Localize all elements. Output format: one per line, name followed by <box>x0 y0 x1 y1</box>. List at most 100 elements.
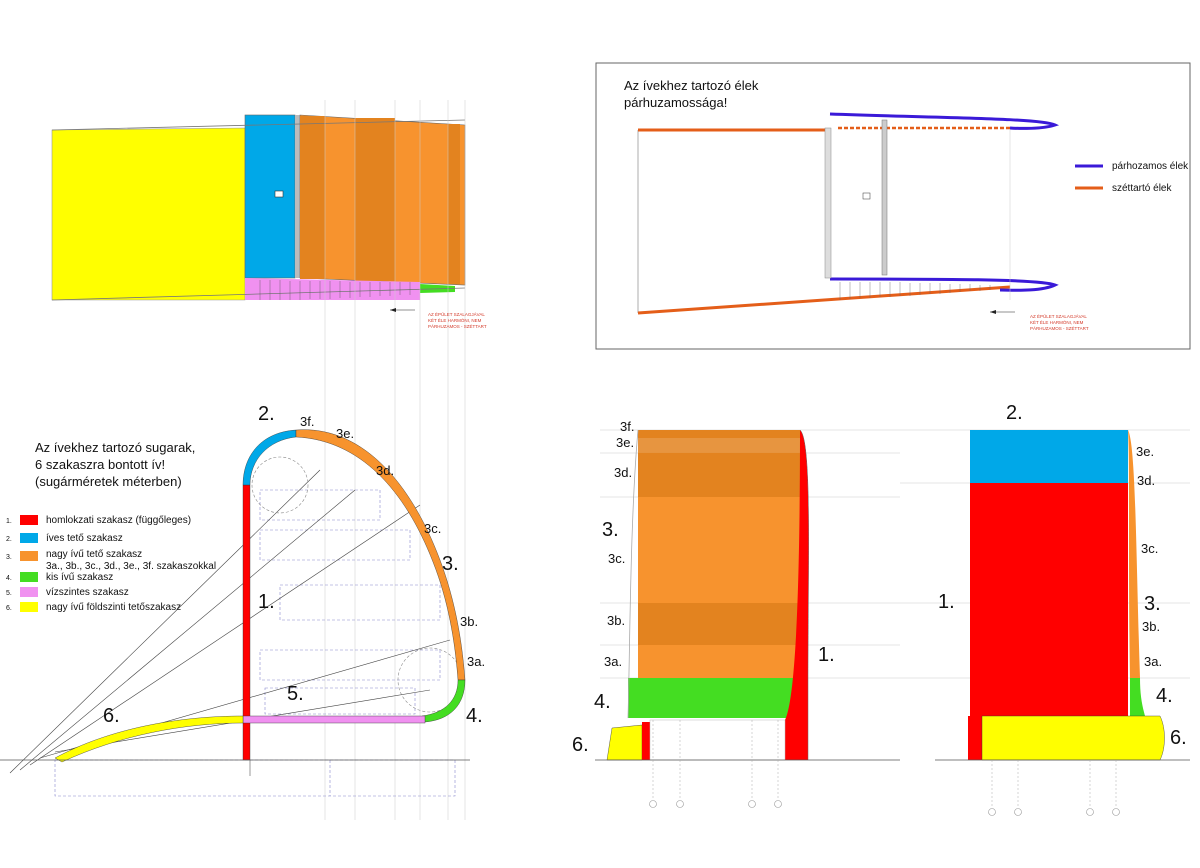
svg-text:kis ívű szakasz: kis ívű szakasz <box>46 572 113 583</box>
elevation-right: 2. 3e. 3d. 3c. 3. 3b. 3a. 4. 6. 1. <box>900 402 1190 816</box>
elev-right-green-side <box>1130 678 1145 716</box>
legend-swatch-6 <box>20 602 38 612</box>
plan-pink-area <box>245 278 420 300</box>
svg-text:PÁRHUZAMOS - SZÉTTART: PÁRHUZAMOS - SZÉTTART <box>1030 325 1089 331</box>
svg-text:nagy ívű földszinti tetőszakas: nagy ívű földszinti tetőszakasz <box>46 602 181 613</box>
svg-text:KÉT ÉLE HARMÓNI, NEM: KÉT ÉLE HARMÓNI, NEM <box>1030 319 1084 325</box>
elev-mid-label-6: 6. <box>572 734 589 756</box>
elev-mid-3d <box>638 453 800 497</box>
elev-right-orange-side <box>1128 430 1140 678</box>
elev-mid-3f <box>638 430 800 438</box>
svg-text:5.: 5. <box>6 590 12 597</box>
section-label-3c: 3c. <box>424 521 441 536</box>
plan-orange-band-1 <box>300 116 325 279</box>
svg-text:2.: 2. <box>6 536 12 543</box>
elev-mid-3e <box>638 438 800 453</box>
elev-mid-label-3: 3. <box>602 519 619 541</box>
svg-text:vízszintes szakasz: vízszintes szakasz <box>46 587 129 598</box>
plan-orange-band-3 <box>448 124 460 284</box>
section-yellow-ground-roof <box>54 715 244 763</box>
elev-mid-label-3d: 3d. <box>614 465 632 480</box>
section-label-3e: 3e. <box>336 426 354 441</box>
elev-right-label-1: 1. <box>938 591 955 613</box>
elev-mid-yellow <box>606 724 643 761</box>
plan-yellow-area <box>51 127 246 301</box>
svg-text:KÉT ÉLE HARMÓNI, NEM: KÉT ÉLE HARMÓNI, NEM <box>428 317 482 323</box>
svg-text:íves tető szakasz: íves tető szakasz <box>46 533 123 544</box>
radii-title-1: Az ívekhez tartozó sugarak, <box>35 440 195 455</box>
elev-mid-label-1: 1. <box>818 644 835 666</box>
plan-orange-band-2 <box>355 118 395 281</box>
svg-text:3.: 3. <box>6 554 12 561</box>
elev-mid-label-3e: 3e. <box>616 435 634 450</box>
section-label-3f: 3f. <box>300 414 314 429</box>
section-label-3b: 3b. <box>460 614 478 629</box>
elev-mid-label-3a: 3a. <box>604 654 622 669</box>
svg-text:3a., 3b., 3c., 3d., 3e., 3f. s: 3a., 3b., 3c., 3d., 3e., 3f. szakaszokka… <box>46 561 216 572</box>
section-label-1: 1. <box>258 591 275 613</box>
elev-right-blue <box>970 430 1128 483</box>
plan-grey-strip <box>295 115 300 278</box>
radii-legend: 1. homlokzati szakasz (függőleges) 2. ív… <box>6 515 216 613</box>
plan-view-colored: AZ ÉPÜLET SZALAGJÁVAL KÉT ÉLE HARMÓNI, N… <box>51 100 487 820</box>
elev-right-label-4: 4. <box>1156 685 1173 707</box>
svg-text:PÁRHUZAMOS - SZÉTTART: PÁRHUZAMOS - SZÉTTART <box>428 323 487 329</box>
section-label-3: 3. <box>442 553 459 575</box>
elev-right-label-2: 2. <box>1006 402 1023 424</box>
parallel-edges-panel: Az ívekhez tartozó élek párhuzamossága! … <box>595 62 1191 350</box>
elev-right-yellow <box>981 715 1165 761</box>
elev-mid-green <box>628 678 800 718</box>
elev-right-label-3e: 3e. <box>1136 444 1154 459</box>
svg-text:nagy ívű tető szakasz: nagy ívű tető szakasz <box>46 549 142 560</box>
plan-opening-mark <box>274 190 284 198</box>
legend-swatch-1 <box>20 515 38 525</box>
parallel-panel-frame <box>595 62 1191 350</box>
elev-mid-3b <box>638 603 800 645</box>
radii-section-view: Az ívekhez tartozó sugarak, 6 szakaszra … <box>0 403 485 797</box>
legend-swatch-5 <box>20 587 38 597</box>
elev-right-red-base <box>968 716 982 760</box>
svg-text:homlokzati szakasz (függőleges: homlokzati szakasz (függőleges) <box>46 515 191 526</box>
elev-mid-red-side <box>785 430 809 760</box>
elev-right-red <box>970 483 1128 716</box>
plan-blue-area <box>244 114 296 279</box>
radii-title-3: (sugárméretek méterben) <box>35 474 182 489</box>
elev-mid-label-3f: 3f. <box>620 419 634 434</box>
elev-mid-label-3c: 3c. <box>608 551 625 566</box>
parallel-panel-title-2: párhuzamossága! <box>624 95 727 110</box>
radii-title-2: 6 szakaszra bontott ív! <box>35 457 165 472</box>
legend-label-parallel: párhozamos élek <box>1112 161 1189 172</box>
svg-text:4.: 4. <box>6 575 12 582</box>
elev-right-label-6: 6. <box>1170 727 1187 749</box>
section-pink-horizontal <box>242 715 426 724</box>
svg-text:6.: 6. <box>6 605 12 612</box>
elev-right-label-3a: 3a. <box>1144 654 1162 669</box>
svg-text:AZ ÉPÜLET SZALAGJÁVAL: AZ ÉPÜLET SZALAGJÁVAL <box>428 311 485 317</box>
section-label-3a: 3a. <box>467 654 485 669</box>
legend-swatch-3 <box>20 551 38 561</box>
section-label-4: 4. <box>466 705 483 727</box>
legend-swatch-4 <box>20 572 38 582</box>
elev-mid-label-4: 4. <box>594 691 611 713</box>
section-label-3d: 3d. <box>376 463 394 478</box>
elev-right-label-3c: 3c. <box>1141 541 1158 556</box>
elev-right-label-3d: 3d. <box>1137 473 1155 488</box>
svg-text:1.: 1. <box>6 518 12 525</box>
section-green-curve <box>421 679 466 723</box>
elev-mid-3a <box>638 645 800 678</box>
elev-mid-red-base <box>642 722 650 760</box>
svg-text:AZ ÉPÜLET SZALAGJÁVAL: AZ ÉPÜLET SZALAGJÁVAL <box>1030 313 1087 319</box>
elev-mid-3c <box>638 497 800 603</box>
parallel-panel-title-1: Az ívekhez tartozó élek <box>624 78 759 93</box>
section-label-6: 6. <box>103 705 120 727</box>
legend-label-divergent: széttartó élek <box>1112 183 1172 194</box>
section-label-2: 2. <box>258 403 275 425</box>
elevation-middle: 3f. 3e. 3d. 3. 3c. 3b. 3a. 4. 6. 1. <box>572 419 900 808</box>
section-label-5: 5. <box>287 683 304 705</box>
elev-mid-label-3b: 3b. <box>607 613 625 628</box>
section-blue-roof <box>242 429 297 486</box>
elev-right-label-3b: 3b. <box>1142 619 1160 634</box>
legend-swatch-2 <box>20 533 38 543</box>
elev-right-label-3: 3. <box>1144 593 1161 615</box>
